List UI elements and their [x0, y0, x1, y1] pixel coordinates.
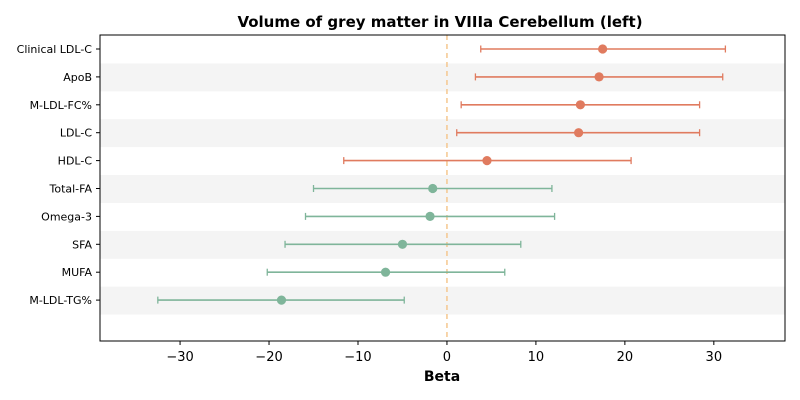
- point-estimate: [425, 211, 435, 221]
- point-estimate: [575, 100, 585, 110]
- y-tick-label: SFA: [72, 238, 92, 251]
- x-axis: −30 −20 −10 0 10 20 30: [166, 341, 722, 365]
- y-tick-label: Omega-3: [41, 210, 92, 223]
- point-estimate: [428, 183, 438, 194]
- x-axis-label: Beta: [424, 369, 460, 385]
- row-estimate: [266, 267, 506, 277]
- row-estimate: [460, 100, 701, 110]
- point-estimate: [276, 295, 287, 305]
- chart-title: Volume of grey matter in VIIIa Cerebellu…: [237, 13, 642, 31]
- x-tick-label: 10: [528, 350, 545, 365]
- row-estimate: [284, 239, 522, 249]
- y-tick-label: MUFA: [62, 266, 93, 279]
- row-estimate: [343, 156, 632, 166]
- y-tick-label: M-LDL-TG%: [29, 294, 92, 307]
- row-estimate: [480, 44, 727, 54]
- point-estimate: [482, 156, 492, 166]
- x-tick-label: 30: [706, 350, 723, 365]
- row-estimate: [456, 128, 701, 138]
- x-tick-label: −30: [166, 350, 193, 365]
- point-estimate: [397, 239, 408, 249]
- row-estimate: [474, 72, 724, 82]
- y-tick-label: HDL-C: [58, 155, 93, 168]
- row-estimate: [312, 183, 553, 194]
- point-estimate: [598, 44, 608, 54]
- x-tick-label: 0: [443, 350, 451, 365]
- row-estimate: [304, 211, 556, 221]
- x-tick-label: −10: [344, 350, 371, 365]
- point-estimate: [380, 267, 391, 277]
- point-estimate: [574, 128, 584, 138]
- y-tick-label: LDL-C: [60, 127, 93, 140]
- row-estimate: [157, 295, 405, 305]
- x-tick-label: 20: [617, 350, 634, 365]
- data-marks: [157, 44, 727, 305]
- y-tick-label: M-LDL-FC%: [30, 99, 92, 112]
- x-tick-label: −20: [255, 350, 282, 365]
- y-axis: Clinical LDL-C ApoB M-LDL-FC% LDL-C HDL-C Tot…: [17, 43, 100, 307]
- y-tick-label: Total-FA: [48, 183, 92, 196]
- point-estimate: [594, 72, 604, 82]
- y-tick-label: ApoB: [63, 71, 92, 84]
- y-tick-label: Clinical LDL-C: [17, 43, 93, 56]
